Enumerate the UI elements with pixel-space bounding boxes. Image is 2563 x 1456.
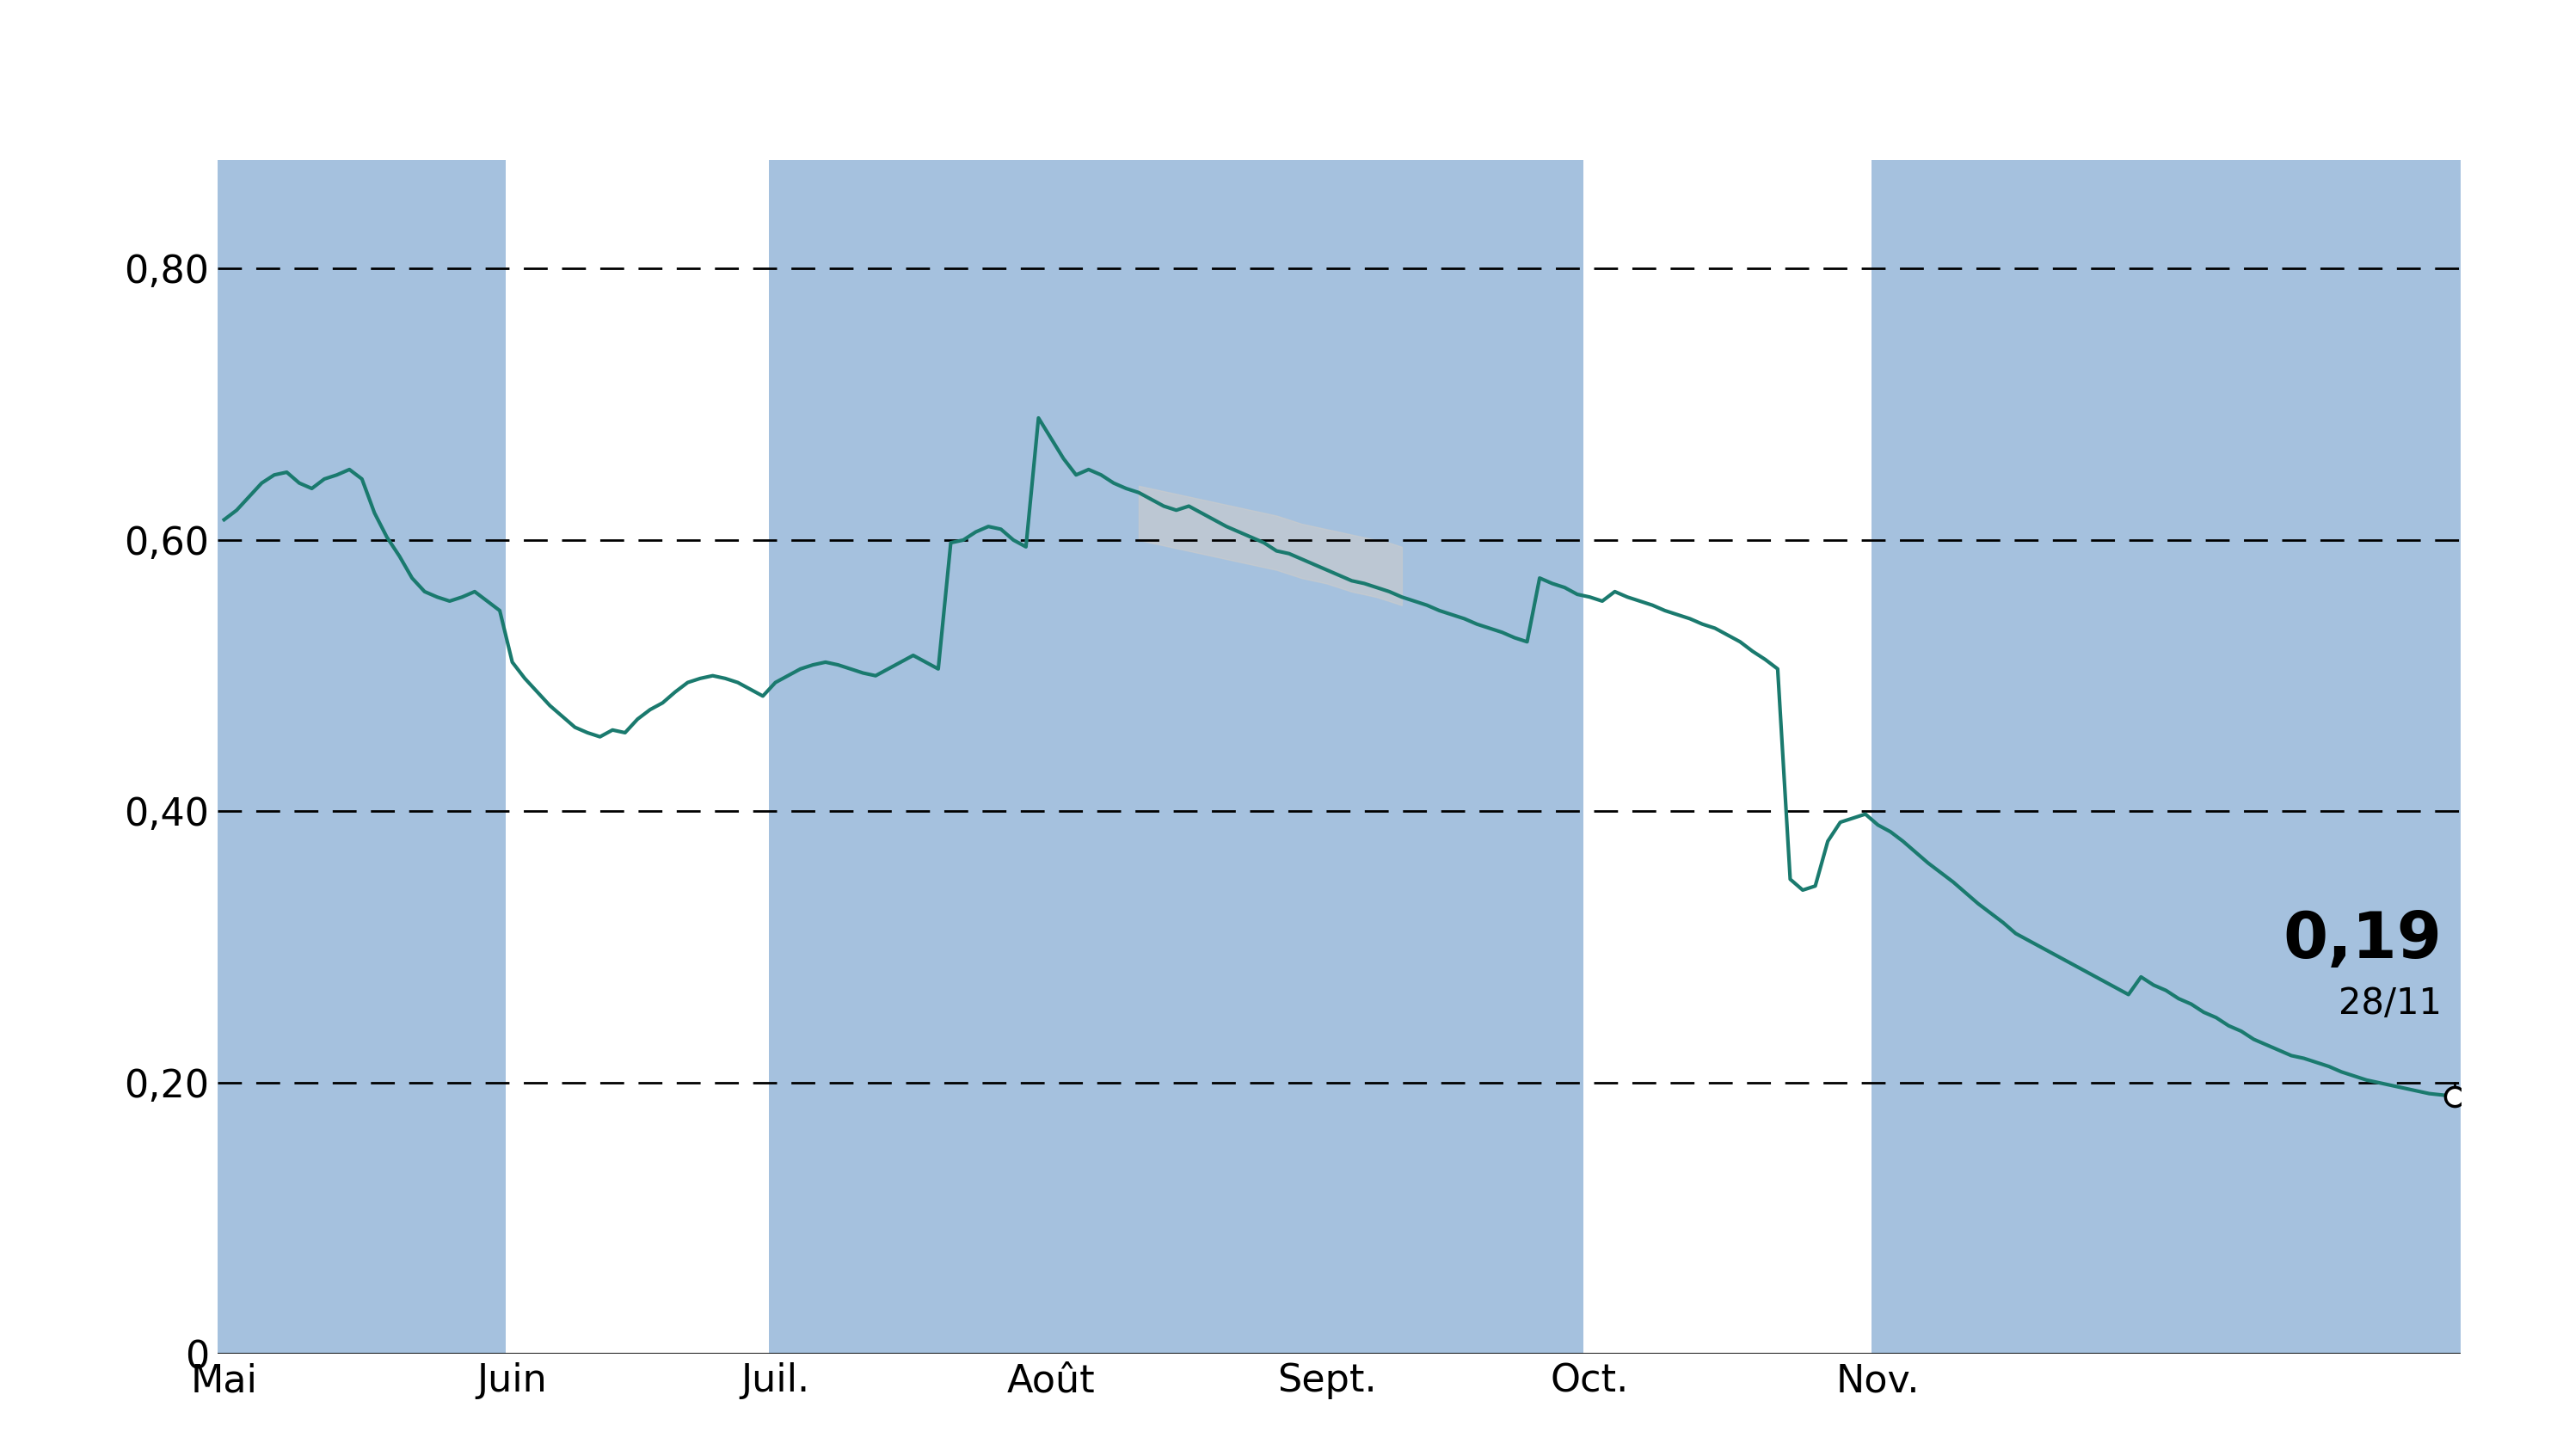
Bar bbox=[218, 160, 505, 1354]
Bar bbox=[1871, 160, 2460, 1354]
Text: 0,19: 0,19 bbox=[2284, 909, 2443, 971]
Bar bbox=[769, 160, 1046, 1354]
Bar bbox=[1320, 160, 1584, 1354]
Text: 28/11: 28/11 bbox=[2337, 986, 2443, 1022]
Text: POXEL: POXEL bbox=[1089, 15, 1474, 116]
Bar bbox=[1046, 160, 1320, 1354]
